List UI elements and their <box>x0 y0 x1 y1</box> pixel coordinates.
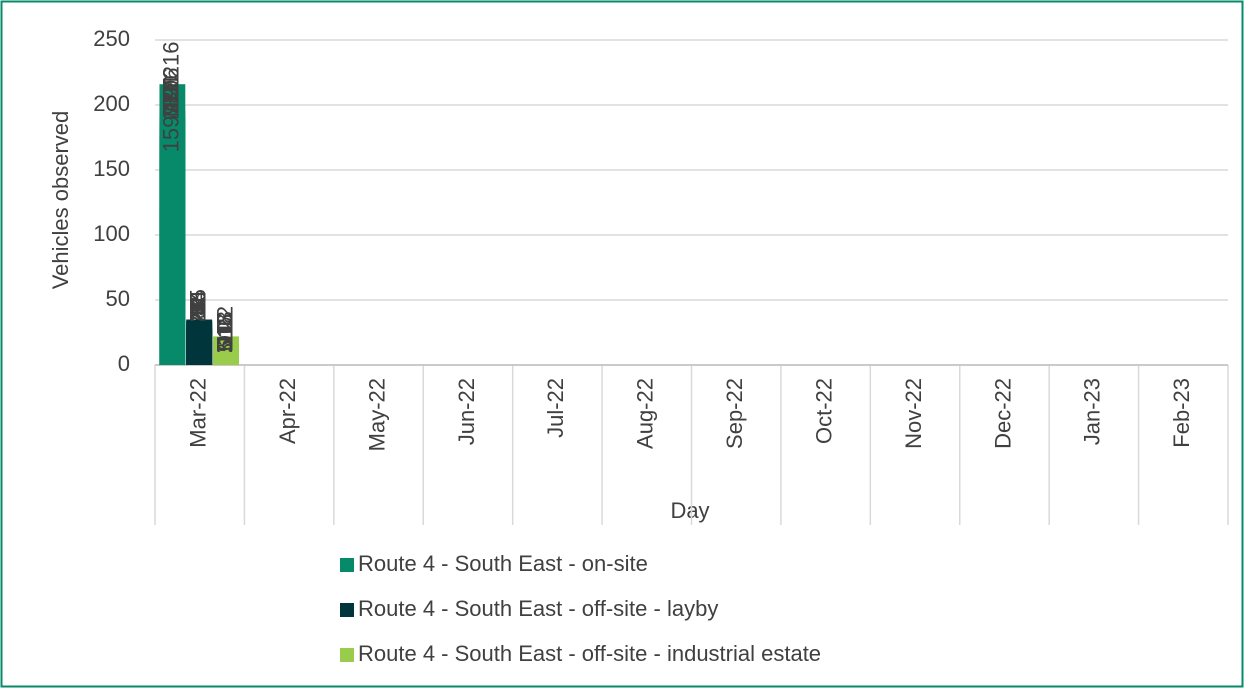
data-label: 191 <box>159 74 184 111</box>
data-label: 187 <box>159 79 184 116</box>
data-label: 5 <box>212 340 237 352</box>
data-label: 196 <box>159 67 184 104</box>
data-label: 190 <box>159 75 184 112</box>
data-label: 159 <box>159 116 184 153</box>
data-label: 11 <box>212 322 237 345</box>
x-tick-label: Feb-23 <box>1169 378 1194 448</box>
x-tick-label: Aug-22 <box>633 378 658 449</box>
x-tick-label: Apr-22 <box>275 378 300 444</box>
x-tick-label: Jun-22 <box>454 378 479 445</box>
data-label: 34 <box>186 290 211 314</box>
data-label: 16 <box>212 314 237 338</box>
data-label: 28 <box>186 298 211 322</box>
y-tick-label: 250 <box>93 26 130 51</box>
data-label: 27 <box>186 299 211 323</box>
bar <box>186 324 213 365</box>
data-label: 34 <box>186 290 211 314</box>
y-tick-label: 150 <box>93 156 130 181</box>
y-tick-label: 0 <box>118 351 130 376</box>
x-tick-label: May-22 <box>364 378 389 451</box>
data-label: 10 <box>212 322 237 346</box>
x-tick-label: Jan-23 <box>1080 378 1105 445</box>
data-label: 22 <box>212 306 237 330</box>
data-label: 183 <box>159 84 184 121</box>
data-label: 10 <box>212 322 237 346</box>
data-label: 33 <box>186 292 211 316</box>
x-tick-label: Mar-22 <box>186 378 211 448</box>
data-label: 18 <box>212 311 237 335</box>
x-tick-label: Oct-22 <box>811 378 836 444</box>
legend-swatch <box>340 603 354 617</box>
data-label: 28 <box>186 298 211 322</box>
x-tick-label: Dec-22 <box>990 378 1015 449</box>
x-axis-label: Day <box>670 498 709 523</box>
legend-label: Route 4 - South East - on-site <box>358 551 648 576</box>
bar <box>213 352 239 365</box>
data-label: 216 <box>159 41 184 78</box>
x-tick-label: Sep-22 <box>722 378 747 449</box>
x-tick-label: Nov-22 <box>901 378 926 449</box>
data-label: 17 <box>212 312 237 336</box>
bar <box>159 158 186 365</box>
y-tick-label: 50 <box>106 286 130 311</box>
legend-swatch <box>340 558 354 572</box>
data-label: 28 <box>186 298 211 322</box>
data-label: 16 <box>212 314 237 338</box>
data-label: 35 <box>186 289 211 313</box>
data-label: 31 <box>186 294 211 318</box>
y-tick-label: 100 <box>93 221 130 246</box>
legend-label: Route 4 - South East - off-site - layby <box>358 596 718 621</box>
legend-label: Route 4 - South East - off-site - indust… <box>358 641 821 666</box>
x-tick-label: Jul-22 <box>543 378 568 438</box>
y-tick-label: 200 <box>93 91 130 116</box>
data-label: 6 <box>212 339 237 351</box>
legend-swatch <box>340 648 354 662</box>
y-axis-label: Vehicles observed <box>48 111 73 290</box>
